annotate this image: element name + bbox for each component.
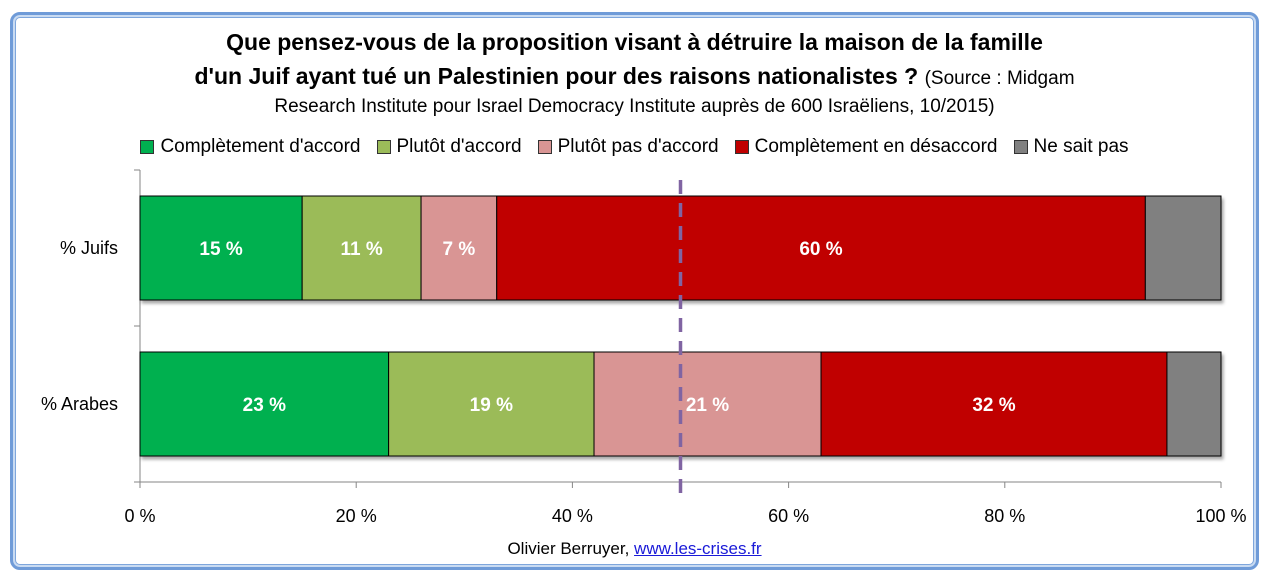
chart-title-line2-text: d'un Juif ayant tué un Palestinien pour … xyxy=(194,63,919,89)
source-text: (Source : Midgam xyxy=(924,68,1075,89)
legend-label: Plutôt pas d'accord xyxy=(557,136,719,157)
bar-segment xyxy=(301,195,422,301)
data-label: 7 % xyxy=(443,239,476,260)
legend-swatch xyxy=(376,140,391,154)
bar-segment xyxy=(820,351,1168,457)
legend-item: Complètement en désaccord xyxy=(734,136,998,158)
x-tick-label: 60 % xyxy=(768,506,809,526)
x-tick-label: 80 % xyxy=(984,506,1025,526)
data-label: 60 % xyxy=(799,239,842,260)
legend-item: Ne sait pas xyxy=(1013,136,1129,158)
legend-label: Ne sait pas xyxy=(1033,136,1129,157)
x-tick-label: 20 % xyxy=(336,506,377,526)
data-label: 19 % xyxy=(470,395,513,416)
bar-row xyxy=(139,195,1222,301)
bar-segment xyxy=(139,195,303,301)
chart-title-line1: Que pensez-vous de la proposition visant… xyxy=(226,29,1043,55)
source-line: Research Institute pour Israel Democracy… xyxy=(274,96,995,117)
category-label: % Arabes xyxy=(41,394,118,414)
x-tick-label: 0 % xyxy=(124,506,155,526)
x-tick-label: 100 % xyxy=(1195,506,1246,526)
legend-item: Plutôt pas d'accord xyxy=(537,136,719,158)
bar-segment xyxy=(593,351,822,457)
legend-item: Complètement d'accord xyxy=(140,136,361,158)
category-label: % Juifs xyxy=(60,238,118,258)
legend-item: Plutôt d'accord xyxy=(376,136,522,158)
credit-author: Olivier Berruyer, xyxy=(507,539,630,558)
bar-segment xyxy=(1144,195,1222,301)
x-tick-label: 40 % xyxy=(552,506,593,526)
legend-swatch xyxy=(537,140,552,154)
legend-label: Complètement en désaccord xyxy=(754,136,998,157)
data-label: 21 % xyxy=(686,395,729,416)
legend-swatch xyxy=(140,140,155,154)
data-label: 15 % xyxy=(199,239,242,260)
legend-swatch xyxy=(734,140,749,154)
bar-segment xyxy=(388,351,595,457)
data-label: 11 % xyxy=(340,239,382,260)
legend-label: Complètement d'accord xyxy=(160,136,361,157)
data-label: 32 % xyxy=(972,395,1015,416)
legend-swatch xyxy=(1013,140,1028,154)
data-label: 23 % xyxy=(243,395,286,416)
legend: Complètement d'accord Plutôt d'accord Plut… xyxy=(0,136,1269,158)
credit: Olivier Berruyer, www.les-crises.fr xyxy=(0,539,1269,559)
bar-segment xyxy=(139,351,390,457)
bar-segment xyxy=(496,195,1146,301)
credit-link[interactable]: www.les-crises.fr xyxy=(634,539,762,558)
chart-title-line2: d'un Juif ayant tué un Palestinien pour … xyxy=(0,63,1269,90)
bar-segment xyxy=(1166,351,1222,457)
bar-row xyxy=(139,351,1222,457)
legend-label: Plutôt d'accord xyxy=(396,136,522,157)
